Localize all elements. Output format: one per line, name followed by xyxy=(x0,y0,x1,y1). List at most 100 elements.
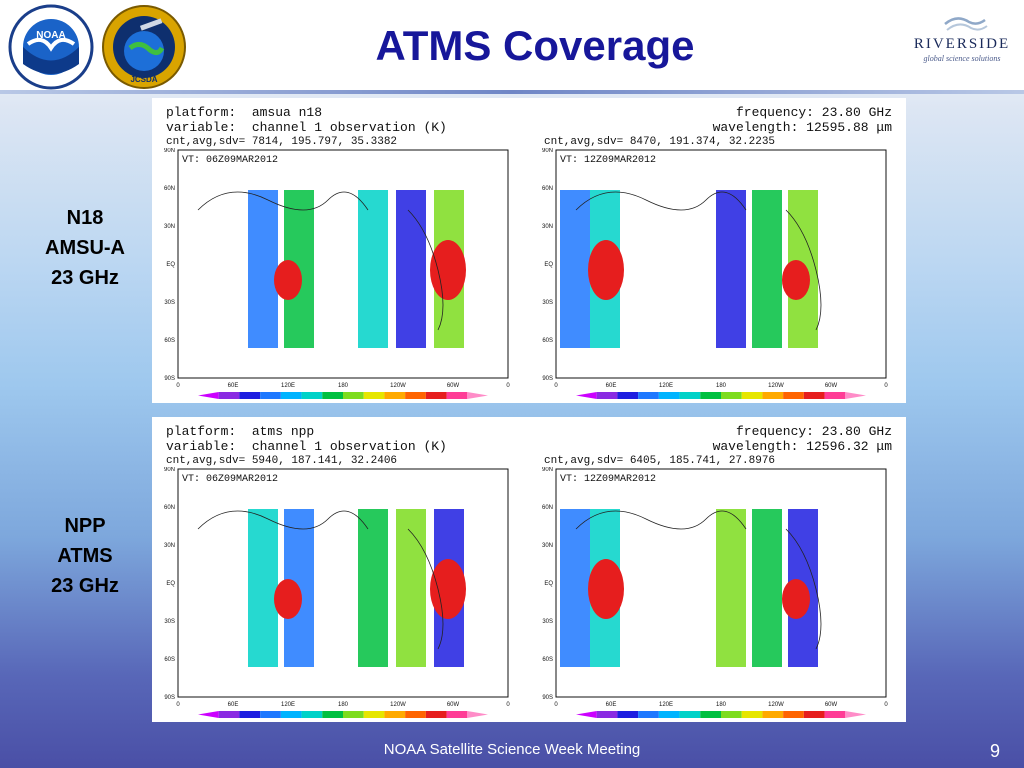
lat-tick-label: 30N xyxy=(542,224,553,230)
lat-tick-label: 60N xyxy=(542,186,553,192)
colorbar-segment xyxy=(363,711,385,718)
label-line: N18 xyxy=(66,207,104,229)
page-number: 9 xyxy=(990,741,1001,761)
colorbar-segment xyxy=(343,392,364,399)
lon-tick-label: 60E xyxy=(606,702,617,708)
colorbar-segment xyxy=(467,711,488,718)
lat-tick-label: 60S xyxy=(164,338,175,344)
stats-line-12z: cnt,avg,sdv= 6405, 185.741, 27.8976 xyxy=(544,455,776,467)
lon-tick-label: 0 xyxy=(884,702,888,708)
colorbar-segment xyxy=(446,711,468,718)
swath-band xyxy=(716,190,746,348)
footer-meeting-name: NOAA Satellite Science Week Meeting xyxy=(383,741,641,758)
swath-band xyxy=(396,509,426,667)
colorbar-segment xyxy=(638,711,659,718)
colorbar-segment xyxy=(239,711,261,718)
swath-band xyxy=(396,190,426,348)
colorbar-segment xyxy=(721,392,742,399)
colorbar-segment xyxy=(638,392,659,399)
valid-time-label: VT: 12Z09MAR2012 xyxy=(560,474,656,485)
platform-line: platform: amsua n18 xyxy=(166,105,323,120)
colorbar-segment xyxy=(425,392,447,399)
lat-tick-label: 30S xyxy=(542,300,553,306)
n18-coverage-panel: platform: amsua n18 variable: channel 1 … xyxy=(152,98,906,403)
valid-time-label: VT: 12Z09MAR2012 xyxy=(560,155,656,166)
coastline xyxy=(407,209,444,331)
lon-tick-label: 60E xyxy=(228,383,239,389)
lon-tick-label: 0 xyxy=(176,702,180,708)
lon-tick-label: 120E xyxy=(281,383,295,389)
lat-tick-label: 90N xyxy=(164,467,175,473)
lat-tick-label: 60S xyxy=(542,657,553,663)
colorbar-segment xyxy=(322,392,343,399)
svg-text:JCSDA: JCSDA xyxy=(130,75,157,84)
coastline xyxy=(197,510,369,530)
lat-tick-label: 90S xyxy=(164,695,175,701)
colorbar-segment xyxy=(198,392,219,399)
colorbar-segment xyxy=(783,392,804,399)
variable-line: variable: channel 1 observation (K) xyxy=(166,439,447,454)
swath-band xyxy=(358,509,388,667)
colorbar-segment xyxy=(467,392,488,399)
colorbar-segment xyxy=(845,711,866,718)
lat-tick-label: EQ xyxy=(544,581,553,587)
colorbar-segment xyxy=(824,711,846,718)
lat-tick-label: 60N xyxy=(542,505,553,511)
swath-band xyxy=(752,190,782,348)
colorbar-segment xyxy=(405,711,426,718)
lat-tick-label: EQ xyxy=(166,581,175,587)
colorbar-segment xyxy=(218,711,240,718)
lon-tick-label: 180 xyxy=(338,383,349,389)
coastline xyxy=(575,191,747,211)
colorbar-segment xyxy=(301,392,323,399)
slide-title: ATMS Coverage xyxy=(375,22,695,69)
colorbar-segment xyxy=(280,392,302,399)
lon-tick-label: 60W xyxy=(825,702,838,708)
colorbar-segment xyxy=(803,711,825,718)
lon-tick-label: 60E xyxy=(228,702,239,708)
colorbar-segment xyxy=(198,711,219,718)
colorbar-segment xyxy=(803,392,825,399)
platform-line: platform: atms npp xyxy=(166,424,315,439)
swath-band xyxy=(716,509,746,667)
colorbar-segment xyxy=(721,711,742,718)
coastline xyxy=(785,209,822,331)
swath-band xyxy=(560,190,590,348)
label-line: 23 GHz xyxy=(51,267,119,289)
stats-line-06z: cnt,avg,sdv= 5940, 187.141, 32.2406 xyxy=(166,455,398,467)
land-region xyxy=(274,579,302,619)
colorbar-segment xyxy=(762,392,784,399)
jcsda-logo: JCSDA xyxy=(100,4,188,90)
lat-tick-label: 90N xyxy=(164,148,175,154)
label-line: NPP xyxy=(64,515,106,537)
lat-tick-label: 30S xyxy=(164,300,175,306)
colorbar-segment xyxy=(824,392,846,399)
coastline xyxy=(575,510,747,530)
lon-tick-label: 120E xyxy=(281,702,295,708)
colorbar-segment xyxy=(363,392,385,399)
lat-tick-label: 90N xyxy=(542,148,553,154)
colorbar-segment xyxy=(596,392,618,399)
swath-band xyxy=(358,190,388,348)
wavelength-line: wavelength: 12595.88 μm xyxy=(712,120,892,135)
swath-band xyxy=(248,190,278,348)
colorbar-segment xyxy=(783,711,804,718)
wavelength-line: wavelength: 12596.32 μm xyxy=(712,439,892,454)
svg-text:RIVERSIDE: RIVERSIDE xyxy=(914,36,1010,52)
frequency-line: frequency: 23.80 GHz xyxy=(735,424,892,439)
land-region xyxy=(430,240,466,300)
lat-tick-label: EQ xyxy=(544,262,553,268)
npp-coverage-panel: platform: atms npp variable: channel 1 o… xyxy=(152,417,906,722)
header-divider xyxy=(0,90,1024,94)
colorbar-segment xyxy=(301,711,323,718)
lat-tick-label: 90S xyxy=(542,695,553,701)
lat-tick-label: 60S xyxy=(164,657,175,663)
swath-band xyxy=(752,509,782,667)
lon-tick-label: 0 xyxy=(506,383,510,389)
label-line: ATMS xyxy=(57,545,113,567)
colorbar-segment xyxy=(280,711,302,718)
lat-tick-label: 60N xyxy=(164,186,175,192)
colorbar-segment xyxy=(576,392,597,399)
land-region xyxy=(588,240,624,300)
